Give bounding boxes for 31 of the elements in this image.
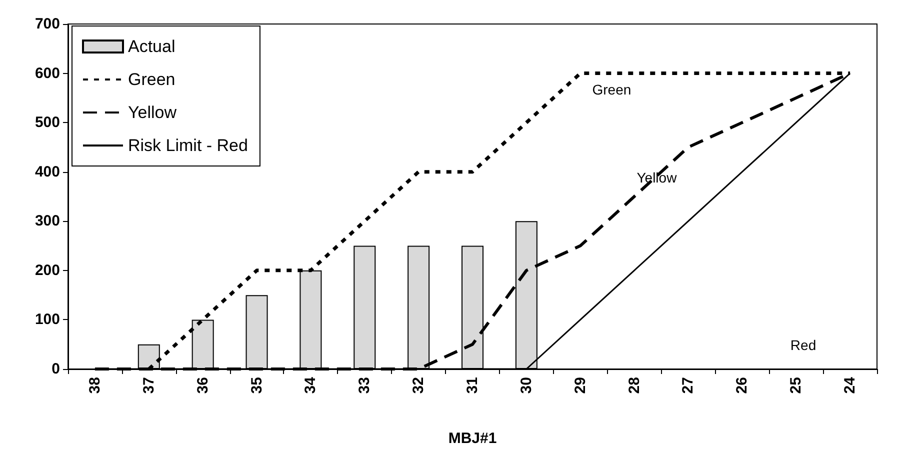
x-tick-label: 30	[518, 377, 535, 394]
y-tick-label: 500	[34, 114, 60, 132]
y-tick-label: 400	[34, 163, 60, 180]
x-tick-label: 28	[626, 377, 643, 394]
x-tick-label: 36	[194, 377, 212, 394]
annotation: Green	[592, 82, 632, 98]
x-tick-label: 27	[680, 377, 697, 394]
x-tick-label: 32	[410, 377, 428, 394]
annotation: Yellow	[636, 170, 678, 186]
y-tick-label: 100	[34, 311, 60, 328]
legend-label: Yellow	[128, 103, 178, 122]
x-tick-label: 29	[572, 377, 589, 394]
y-tick-label: 700	[34, 16, 60, 32]
annotation: Red	[790, 336, 816, 353]
y-tick-label: 300	[34, 212, 60, 230]
x-tick-label: 34	[302, 376, 320, 394]
x-tick-label: 38	[86, 377, 104, 394]
legend-label: Green	[128, 70, 176, 89]
x-axis-title: MBJ#1	[448, 430, 497, 447]
x-tick-label: 35	[248, 377, 266, 394]
legend-label: Risk Limit - Red	[128, 136, 248, 155]
x-tick-label: 26	[734, 377, 751, 394]
legend-label: Actual	[128, 37, 176, 56]
x-tick-label: 25	[788, 377, 805, 394]
y-tick-label: 0	[52, 360, 60, 378]
y-tick-label: 200	[34, 262, 60, 279]
x-tick-label: 33	[356, 377, 374, 394]
x-tick-label: 24	[842, 376, 859, 394]
x-tick-label: 31	[464, 377, 481, 394]
x-tick-label: 37	[140, 377, 158, 394]
y-tick-label: 600	[34, 64, 60, 82]
